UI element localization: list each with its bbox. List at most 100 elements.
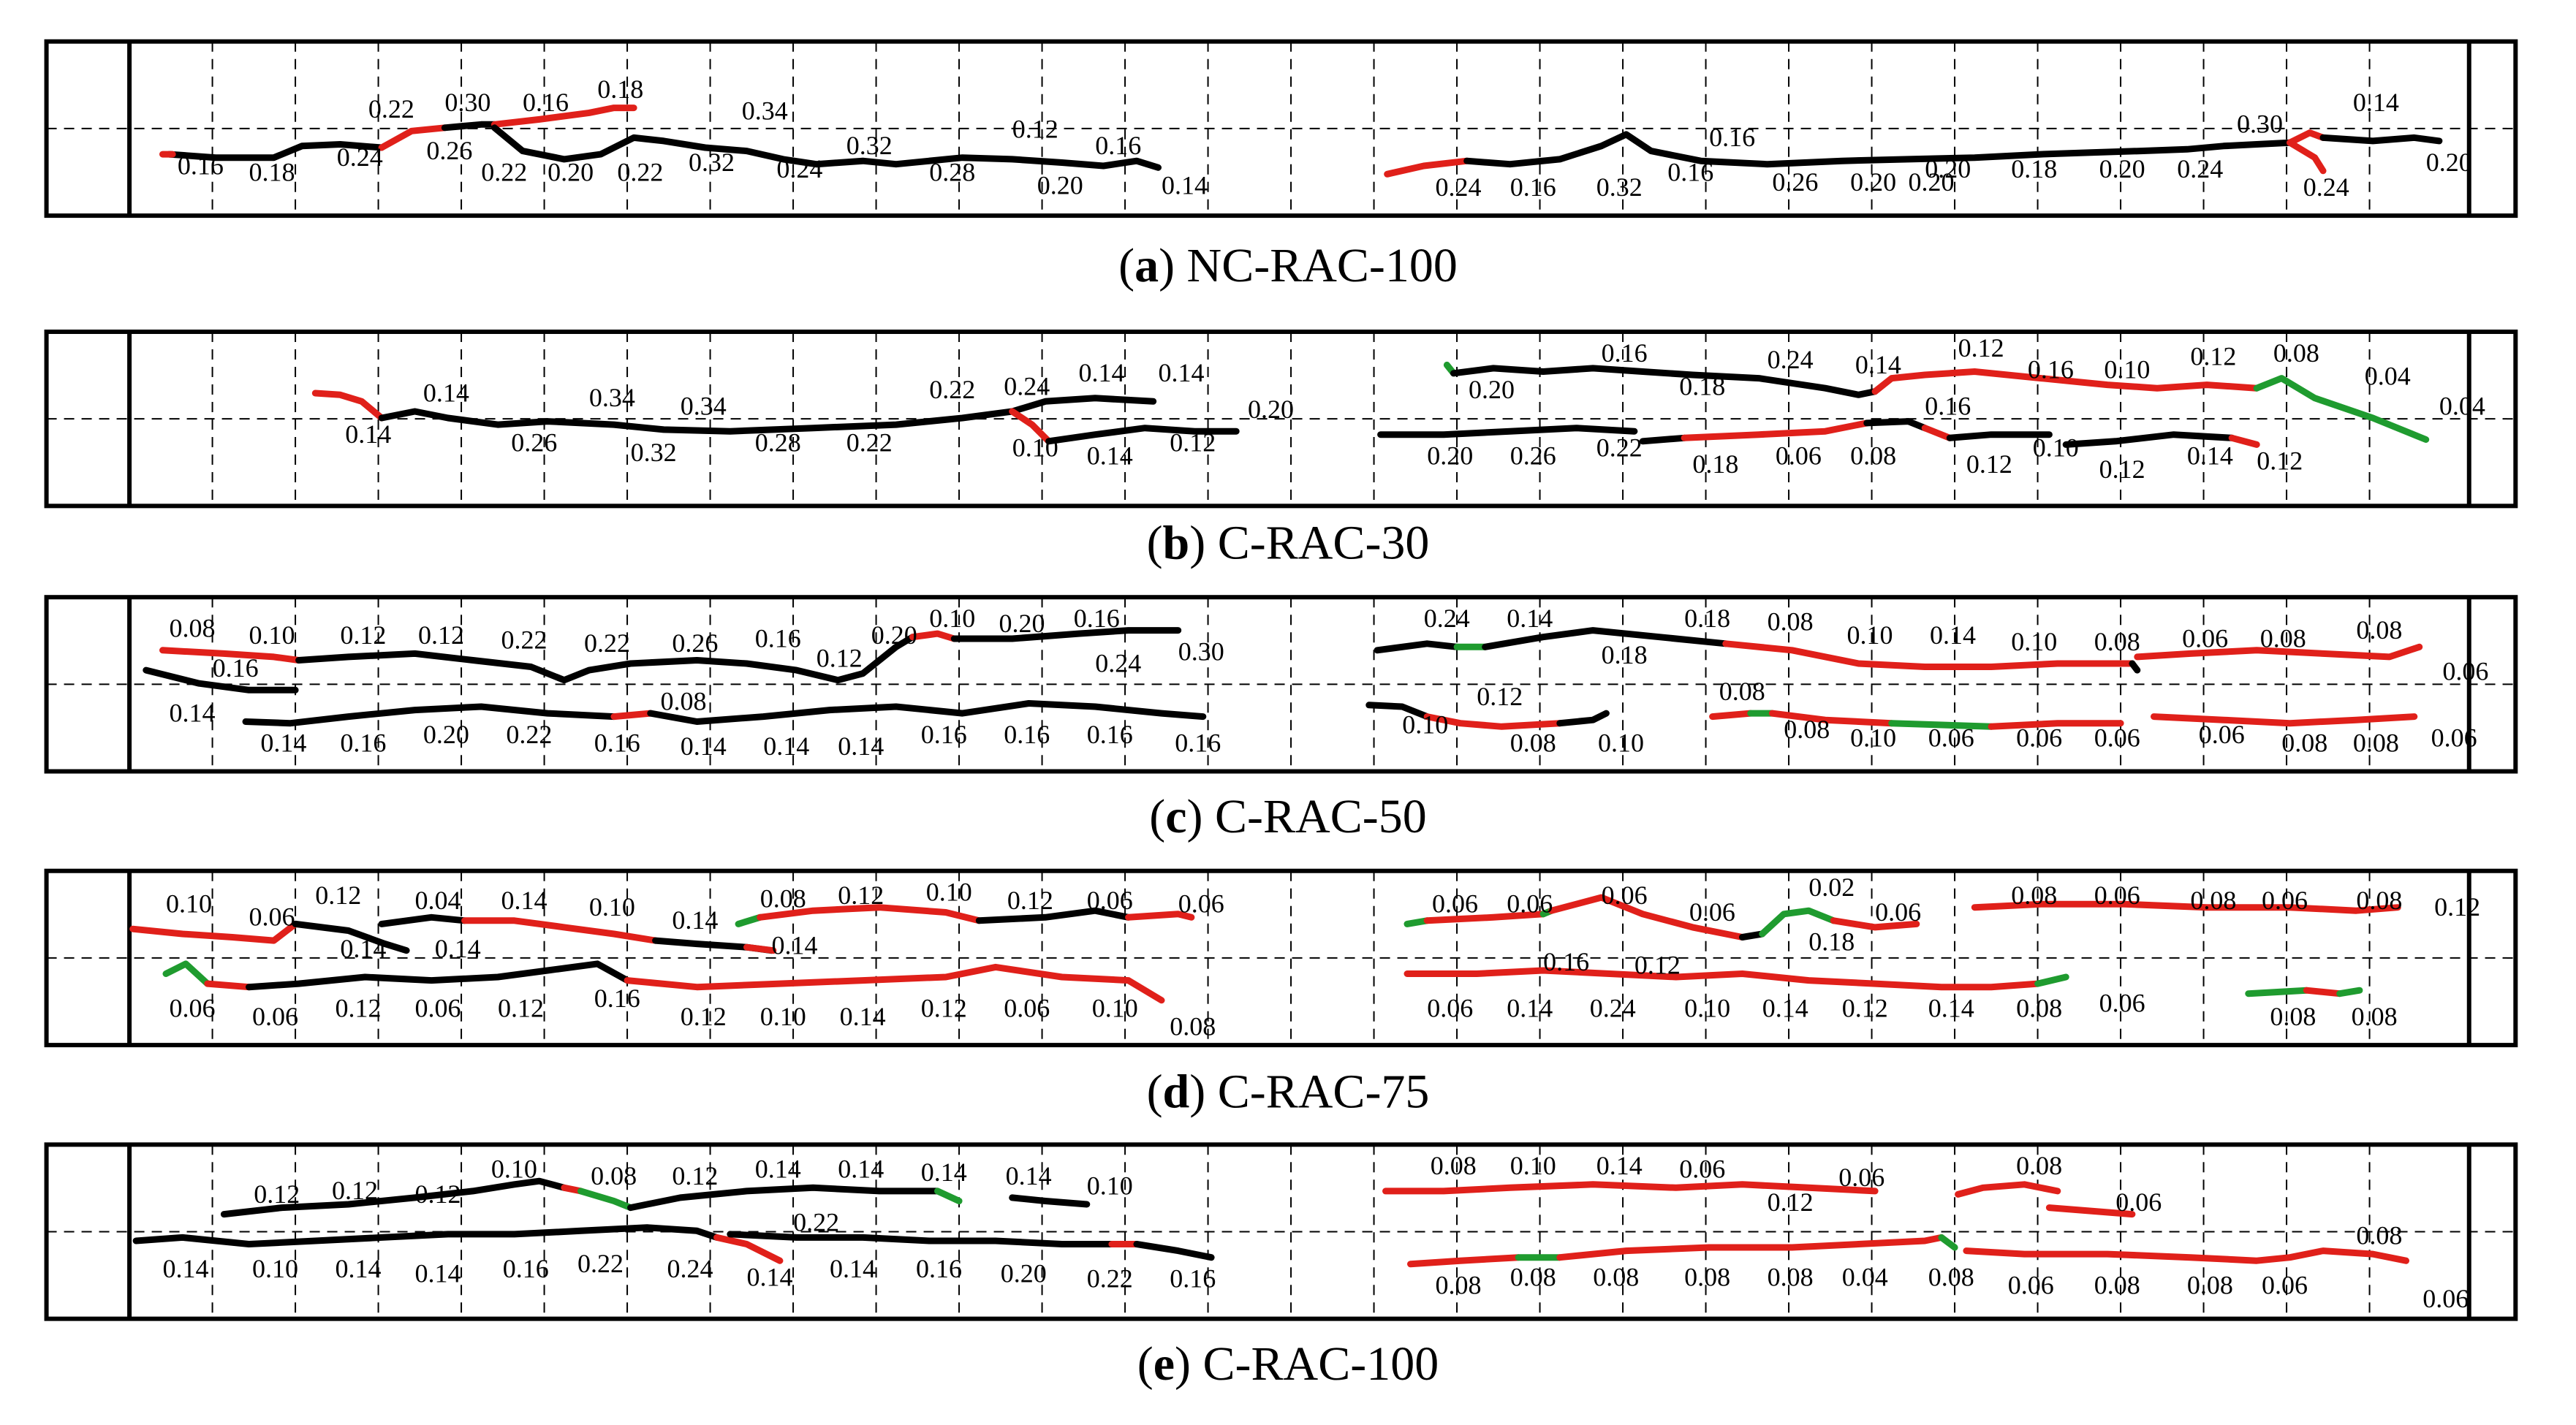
- crack-width-label: 0.30: [1178, 637, 1224, 666]
- crack-width-label: 0.12: [1634, 951, 1681, 980]
- crack-segment-green: [2336, 987, 2363, 997]
- crack-width-label: 0.10: [166, 889, 212, 919]
- crack-width-label: 0.16: [2028, 355, 2074, 384]
- crack-width-label: 0.20: [1925, 154, 1971, 183]
- crack-width-label: 0.10: [1402, 710, 1448, 739]
- crack-width-label: 0.06: [1875, 897, 1921, 927]
- crack-segment-black: [1556, 710, 1610, 727]
- crack-width-label: 0.08: [2356, 615, 2402, 645]
- crack-width-label: 0.22: [846, 428, 893, 457]
- crack-segment-green: [1403, 917, 1431, 927]
- crack-segment-red: [461, 917, 659, 944]
- crack-segment-red: [1382, 1181, 1879, 1195]
- crack-width-label: 0.08: [1170, 1012, 1216, 1041]
- crack-width-label: 0.12: [2257, 446, 2303, 475]
- crack-width-label: 0.24: [1768, 345, 1814, 374]
- crack-segment-red: [1125, 911, 1195, 921]
- crack-width-label: 0.12: [315, 881, 361, 910]
- crack-width-label: 0.16: [1925, 392, 1971, 421]
- crack-width-label: 0.12: [415, 1179, 461, 1209]
- crack-width-label: 0.34: [589, 383, 635, 412]
- crack-width-label: 0.08: [2353, 728, 2399, 757]
- crack-width-label: 0.26: [511, 428, 557, 457]
- crack-width-label: 0.22: [584, 628, 630, 658]
- crack-width-label: 0.10: [1847, 620, 1893, 650]
- crack-width-label: 0.12: [921, 994, 967, 1023]
- crack-width-label: 0.22: [577, 1249, 624, 1278]
- crack-width-label: 0.12: [817, 644, 863, 673]
- crack-width-label: 0.06: [1432, 889, 1478, 919]
- crack-segment-red: [1556, 1234, 1945, 1261]
- crack-segment-red: [1709, 710, 1754, 721]
- crack-width-label: 0.28: [929, 157, 975, 186]
- crack-segment-black: [1639, 434, 1688, 445]
- crack-segment-red: [713, 1234, 784, 1264]
- crack-width-label: 0.10: [1510, 1151, 1556, 1180]
- crack-segment-black: [143, 666, 299, 694]
- crack-width-label: 0.16: [1175, 728, 1221, 757]
- crack-width-label: 0.12: [1842, 994, 1888, 1023]
- crack-width-label: 0.10: [1598, 728, 1644, 757]
- crack-width-label: 0.08: [1684, 1262, 1730, 1291]
- crack-width-label: 0.14: [1930, 620, 1976, 650]
- crack-width-label: 0.22: [617, 157, 663, 186]
- crack-segment-red: [2287, 139, 2327, 175]
- panel-caption: (a) NC-RAC-100: [1118, 239, 1458, 292]
- crack-width-label: 0.08: [1928, 1262, 1974, 1291]
- crack-width-label: 0.16: [1602, 338, 1648, 368]
- crack-segment-red: [2228, 434, 2260, 448]
- crack-width-label: 0.06: [2442, 657, 2488, 686]
- panel-name: C-RAC-30: [1205, 516, 1429, 569]
- crack-width-label: 0.24: [667, 1254, 713, 1283]
- crack-width-label: 0.12: [1170, 428, 1216, 457]
- crack-width-label: 0.06: [2199, 720, 2245, 749]
- crack-width-label: 0.08: [1768, 1262, 1814, 1291]
- crack-segment-black: [1739, 930, 1766, 940]
- crack-segment-red: [624, 963, 1165, 1004]
- crack-segment-green: [2253, 375, 2430, 443]
- crack-width-label: 0.12: [2190, 341, 2236, 370]
- crack-width-label: 0.06: [2262, 1271, 2308, 1300]
- crack-width-label: 0.02: [1808, 873, 1855, 902]
- crack-width-label: 0.06: [2094, 881, 2140, 910]
- crack-segment-red: [1548, 894, 1746, 940]
- crack-width-label: 0.08: [2016, 1151, 2062, 1180]
- crack-width-label: 0.14: [1087, 441, 1133, 471]
- crack-width-label: 0.26: [426, 136, 472, 165]
- crack-width-label: 0.14: [1596, 1151, 1643, 1180]
- crack-width-label: 0.10: [926, 878, 972, 907]
- crack-segment-black: [2062, 431, 2235, 448]
- crack-width-label: 0.06: [1679, 1155, 1725, 1184]
- crack-segment-red: [1830, 917, 1920, 931]
- crack-segment-black: [1374, 640, 1461, 654]
- crack-width-label: 0.08: [2016, 994, 2062, 1023]
- crack-width-label: 0.14: [2353, 88, 2399, 117]
- crack-segment-red: [1768, 710, 1895, 727]
- crack-width-label: 0.06: [1427, 994, 1473, 1023]
- crack-width-label: 0.10: [2011, 627, 2057, 656]
- crack-width-label: 0.12: [332, 1176, 378, 1205]
- crack-segment-black: [1377, 425, 1638, 438]
- crack-width-label: 0.10: [2033, 433, 2079, 462]
- crack-width-label: 0.24: [2303, 172, 2349, 202]
- crack-width-label: 0.16: [1095, 131, 1141, 160]
- crack-width-label: 0.14: [501, 886, 548, 915]
- crack-width-label: 0.08: [1719, 677, 1765, 706]
- crack-width-label: 0.08: [1768, 607, 1814, 636]
- crack-width-label: 0.20: [1037, 171, 1083, 200]
- crack-segment-red: [1384, 157, 1471, 178]
- crack-segment-black: [378, 913, 469, 927]
- crack-width-label: 0.22: [368, 94, 414, 123]
- crack-width-label: 0.22: [929, 375, 975, 404]
- crack-segment-red: [2303, 987, 2344, 997]
- crack-width-label: 0.12: [2099, 455, 2145, 484]
- crack-segment-green: [1938, 1234, 1958, 1251]
- crack-segment-black: [295, 634, 916, 684]
- crack-segment-black: [378, 408, 1016, 435]
- crack-width-label: 0.06: [2008, 1271, 2054, 1300]
- crack-width-label: 0.10: [929, 604, 975, 633]
- crack-segment-black: [1863, 418, 1928, 432]
- crack-width-label: 0.26: [672, 628, 718, 658]
- crack-width-label: 0.32: [846, 131, 893, 160]
- crack-width-label: 0.20: [2099, 154, 2145, 183]
